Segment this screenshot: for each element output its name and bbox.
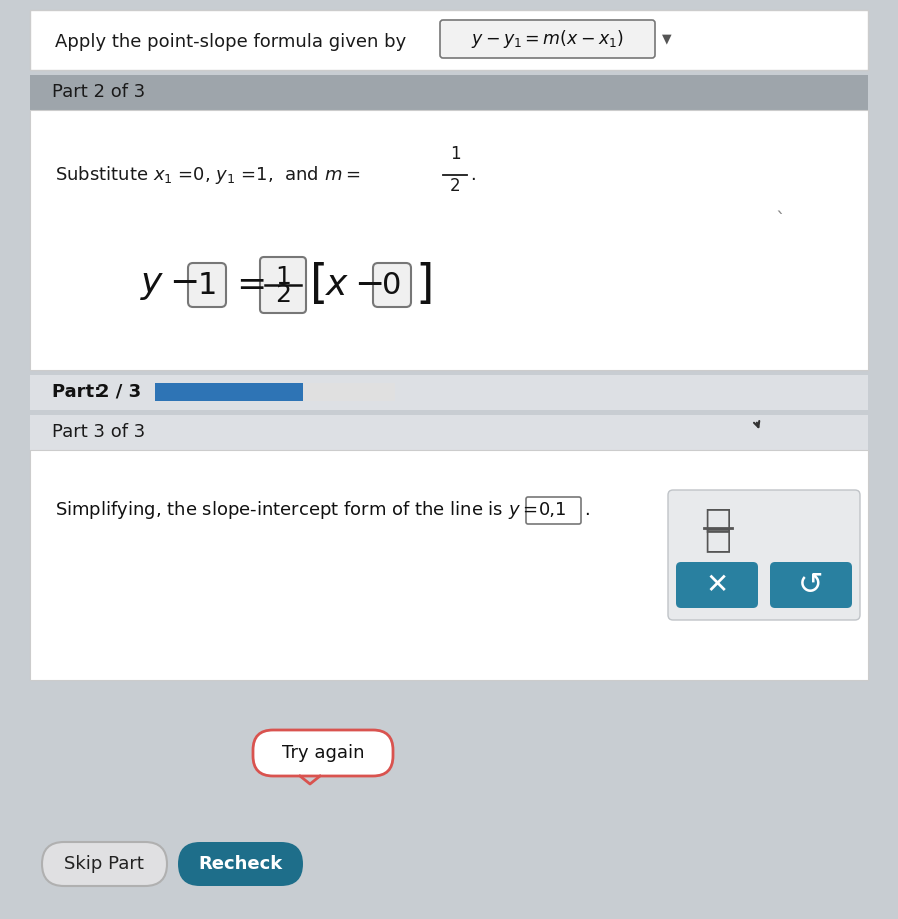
Text: .: . xyxy=(584,501,590,519)
Text: 1: 1 xyxy=(198,270,216,300)
Text: .: . xyxy=(470,166,476,184)
Bar xyxy=(155,383,395,401)
Text: □: □ xyxy=(703,505,733,535)
Text: $y-y_1=m\left(x-x_1\right)$: $y-y_1=m\left(x-x_1\right)$ xyxy=(471,28,623,50)
FancyBboxPatch shape xyxy=(188,263,226,307)
Text: Apply the point-slope formula given by: Apply the point-slope formula given by xyxy=(55,33,406,51)
Text: 0: 0 xyxy=(383,270,401,300)
Text: `: ` xyxy=(775,210,785,230)
Bar xyxy=(30,10,868,70)
Bar xyxy=(30,450,868,680)
Text: Part:: Part: xyxy=(52,383,108,401)
Text: ✕: ✕ xyxy=(705,571,728,599)
Text: 1: 1 xyxy=(450,145,461,163)
FancyBboxPatch shape xyxy=(253,730,393,776)
FancyBboxPatch shape xyxy=(770,562,852,608)
Text: Substitute $x_1$ =0, $y_1$ =1,  and $m=$: Substitute $x_1$ =0, $y_1$ =1, and $m=$ xyxy=(55,164,360,186)
Text: Simplifying, the slope-intercept form of the line is $y=$: Simplifying, the slope-intercept form of… xyxy=(55,499,537,521)
Text: Part 3 of 3: Part 3 of 3 xyxy=(52,423,145,441)
Bar xyxy=(0,685,898,919)
Text: Part 2 of 3: Part 2 of 3 xyxy=(52,83,145,101)
Text: Try again: Try again xyxy=(282,744,365,762)
Text: 1: 1 xyxy=(275,265,291,289)
Text: =: = xyxy=(236,268,267,302)
Text: ]: ] xyxy=(415,263,434,308)
FancyBboxPatch shape xyxy=(668,490,860,620)
Bar xyxy=(30,415,868,450)
Text: 2 / 3: 2 / 3 xyxy=(97,383,141,401)
FancyBboxPatch shape xyxy=(676,562,758,608)
Text: $y-$: $y-$ xyxy=(140,268,198,302)
FancyBboxPatch shape xyxy=(260,257,306,313)
Text: ↺: ↺ xyxy=(798,571,823,599)
Bar xyxy=(30,75,868,110)
Text: ▼: ▼ xyxy=(662,32,672,46)
Text: [: [ xyxy=(310,263,329,308)
FancyBboxPatch shape xyxy=(440,20,655,58)
Text: 2: 2 xyxy=(450,177,461,195)
FancyBboxPatch shape xyxy=(42,842,167,886)
Text: 2: 2 xyxy=(275,283,291,307)
Bar xyxy=(30,110,868,370)
Bar xyxy=(155,383,303,401)
FancyBboxPatch shape xyxy=(178,842,303,886)
FancyBboxPatch shape xyxy=(526,497,581,524)
Text: 0,1: 0,1 xyxy=(539,501,568,519)
Text: Recheck: Recheck xyxy=(198,855,282,873)
FancyBboxPatch shape xyxy=(373,263,411,307)
Text: □: □ xyxy=(703,526,733,554)
Text: Skip Part: Skip Part xyxy=(64,855,144,873)
Bar xyxy=(30,375,868,410)
Text: $x-$: $x-$ xyxy=(325,268,383,302)
